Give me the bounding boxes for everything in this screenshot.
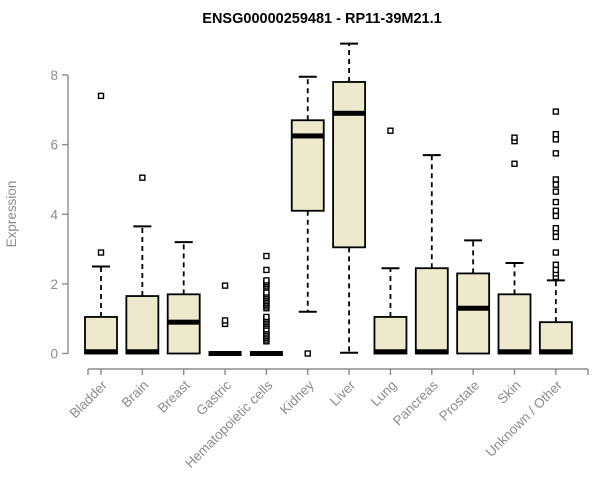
outlier-point [139,174,146,181]
box-group-liver [332,42,367,354]
box-group-breast [166,241,201,355]
outlier-point [511,134,518,141]
median-line [125,349,159,355]
outlier-point [552,224,560,232]
iqr-box [84,316,118,355]
iqr-box [497,293,532,355]
outlier-point [552,198,560,206]
outlier-point [552,233,560,241]
outlier-point [552,176,560,183]
outlier-point [387,127,394,134]
outlier-point [552,108,560,115]
box-group-brain [125,174,160,355]
outlier-point [263,289,270,296]
x-tick-label-kidney: Kidney [277,377,317,417]
median-line [498,349,531,355]
chart-title: ENSG00000259481 - RP11-39M21.1 [202,11,441,27]
y-axis: 0 2 4 6 8 [50,68,69,362]
outlier-point [263,313,270,321]
outlier-point [263,266,270,274]
median-line [456,305,490,311]
median-line [332,110,366,116]
outlier-point [511,160,518,167]
outlier-point [97,249,105,256]
median-line [415,349,449,355]
y-tick-label: 2 [50,277,58,292]
outlier-point [304,350,311,357]
box-group-bladder [84,92,118,355]
outlier-point [552,150,560,157]
iqr-box [373,316,408,355]
median-line [208,351,242,356]
x-tick-label-bladder: Bladder [67,377,111,421]
outlier-point [552,207,560,214]
x-tick-label-liver: Liver [327,377,359,409]
median-line [291,133,325,139]
outlier-point [552,249,560,256]
x-tick-label-brain: Brain [119,378,152,411]
y-tick-label: 0 [50,347,58,362]
outlier-point [552,266,560,274]
median-line [167,319,201,325]
plot-area: 0 2 4 6 8 Bladder Brain Breast GastricHematopoie… [50,42,589,471]
x-tick-label-skin: Skin [494,378,523,407]
median-line [249,351,283,356]
box-group-skin [497,134,532,355]
outlier-point [221,282,229,289]
x-tick-label-pancreas: Pancreas [390,377,441,428]
median-line [84,349,118,355]
y-tick-label: 8 [50,68,58,83]
iqr-box [456,272,491,355]
outlier-point [552,212,560,220]
median-line [539,349,573,355]
box-group-kidney [290,75,325,357]
y-tick-label: 4 [50,207,58,222]
outlier-point [263,252,270,260]
iqr-box [538,321,573,355]
y-axis-label: Expression [4,181,19,248]
box-group-gastric [208,282,242,356]
box-group-hematopoietic-cells [249,252,283,356]
box-group-prostate [456,239,491,355]
box-group-pancreas [414,154,449,355]
median-line [373,349,407,355]
outlier-point [97,92,105,100]
outlier-point [221,317,229,324]
y-tick-label: 6 [50,138,58,153]
box-group-lung [373,127,408,355]
x-tick-label-unknown-other: Unknown / Other [483,377,566,460]
x-tick-label-prostate: Prostate [436,378,482,424]
box-group-unknown-other [538,108,573,355]
x-tick-label-breast: Breast [155,377,193,415]
x-tick-label-gastric: Gastric [193,377,234,418]
outlier-point [552,181,560,188]
iqr-box [125,295,160,355]
outlier-point [552,136,560,143]
iqr-box [414,267,449,355]
outlier-point [552,261,560,268]
outlier-point [552,188,560,195]
outlier-point [552,130,560,138]
x-tick-label-lung: Lung [368,378,400,410]
iqr-box [332,81,367,249]
outlier-point [263,277,270,284]
